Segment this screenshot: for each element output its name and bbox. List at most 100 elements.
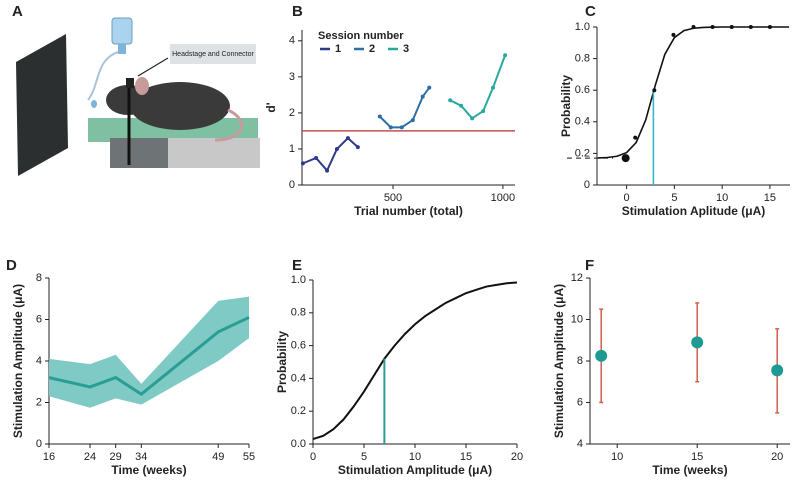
panel-label: C <box>585 3 596 20</box>
point <box>621 154 630 163</box>
point <box>470 116 475 121</box>
y-tick-label: 1.0 <box>575 21 590 33</box>
x-tick-label: 500 <box>384 192 402 204</box>
point <box>671 32 676 37</box>
point <box>633 135 638 140</box>
x-axis-label: Trial number (total) <box>354 204 463 218</box>
fit-curve <box>597 26 790 159</box>
series-line <box>449 54 507 120</box>
point <box>314 155 319 160</box>
y-tick-label: 4 <box>36 355 42 367</box>
point <box>300 161 305 166</box>
point <box>345 136 350 141</box>
y-tick-label: 0.4 <box>575 116 590 128</box>
point <box>481 109 486 114</box>
x-tick-label: 29 <box>110 451 122 463</box>
x-tick-label: 15 <box>764 192 776 204</box>
y-tick-label: 0.6 <box>291 340 306 352</box>
point <box>388 125 393 130</box>
legend-label: 1 <box>335 43 341 55</box>
mouse-illustration: Headstage and Connector <box>16 17 260 176</box>
y-tick-label: 1 <box>289 143 295 155</box>
x-tick-label: 15 <box>460 451 472 463</box>
y-tick-label: 1.0 <box>291 274 306 286</box>
legend-label: 2 <box>369 43 375 55</box>
point <box>410 118 415 123</box>
x-axis-label: Time (weeks) <box>652 463 727 477</box>
x-tick-label: 16 <box>43 451 55 463</box>
x-axis-label: Time (weeks) <box>111 463 186 477</box>
mouse-body <box>130 82 230 130</box>
x-tick-label: 10 <box>716 192 728 204</box>
x-tick-label: 0 <box>624 192 630 204</box>
point <box>459 103 464 108</box>
point <box>448 98 453 103</box>
y-axis-label: Stimulation Amplitude (μA) <box>552 284 566 438</box>
annotation: Headstage and Connector <box>172 51 254 58</box>
pointer-arrow <box>137 57 169 77</box>
panel-label: B <box>292 3 303 20</box>
point <box>652 88 657 93</box>
y-tick-label: 2 <box>36 396 42 408</box>
y-tick-label: 0.4 <box>291 372 306 384</box>
mouse-ear <box>135 77 149 95</box>
point <box>355 145 360 150</box>
y-tick-label: 4 <box>577 438 583 450</box>
y-tick-label: 0.6 <box>575 84 590 96</box>
point <box>691 25 696 29</box>
point <box>771 364 784 377</box>
y-tick-label: 0.2 <box>291 405 306 417</box>
x-tick-label: 55 <box>243 451 255 463</box>
y-tick-label: 10 <box>571 313 583 325</box>
annotation-box <box>170 44 256 64</box>
y-tick-label: 0.2 <box>575 147 590 159</box>
y-tick-label: 0 <box>289 179 295 191</box>
x-tick-label: 10 <box>409 451 421 463</box>
panel-label: F <box>585 257 594 274</box>
panel-label: A <box>12 3 23 20</box>
x-tick-label: 20 <box>771 451 783 463</box>
x-tick-label: 49 <box>212 451 224 463</box>
series-line <box>302 136 359 173</box>
water-bottle <box>111 17 133 45</box>
point <box>427 85 432 90</box>
y-tick-label: 8 <box>36 272 42 284</box>
y-tick-label: 3 <box>289 71 295 83</box>
point <box>710 25 715 29</box>
stand-side <box>110 138 168 168</box>
point <box>767 25 772 29</box>
point <box>377 114 382 119</box>
y-tick-label: 6 <box>36 313 42 325</box>
point <box>595 349 608 362</box>
point <box>420 94 425 99</box>
y-tick-label: 2 <box>289 107 295 119</box>
range-band <box>49 296 249 408</box>
y-tick-label: 4 <box>289 35 295 47</box>
x-axis-label: Stimulation Amplitude (μA) <box>338 463 492 477</box>
point <box>334 146 339 151</box>
x-axis-label: Stimulation Aplitude (μA) <box>622 204 766 218</box>
y-tick-label: 0.8 <box>291 307 306 319</box>
screen <box>16 34 68 176</box>
legend-title: Session number <box>318 30 404 42</box>
legend-label: 3 <box>403 43 409 55</box>
x-tick-label: 34 <box>135 451 147 463</box>
y-tick-label: 8 <box>577 355 583 367</box>
headstage <box>126 78 134 88</box>
point <box>748 25 753 29</box>
y-tick-label: 12 <box>571 272 583 284</box>
point <box>325 168 330 173</box>
y-axis-label: Stimulation Amplitude (μA) <box>11 284 25 438</box>
y-axis-label: Probability <box>559 75 573 137</box>
panel-label: E <box>292 257 302 274</box>
x-tick-label: 5 <box>671 192 677 204</box>
x-tick-label: 15 <box>691 451 703 463</box>
point <box>503 53 508 58</box>
x-tick-label: 24 <box>84 451 96 463</box>
mouse-tail <box>214 108 244 142</box>
y-tick-label: 0 <box>584 179 590 191</box>
y-tick-label: 0.8 <box>575 53 590 65</box>
bottle-spout <box>118 44 126 54</box>
y-axis-label: d' <box>264 102 278 112</box>
